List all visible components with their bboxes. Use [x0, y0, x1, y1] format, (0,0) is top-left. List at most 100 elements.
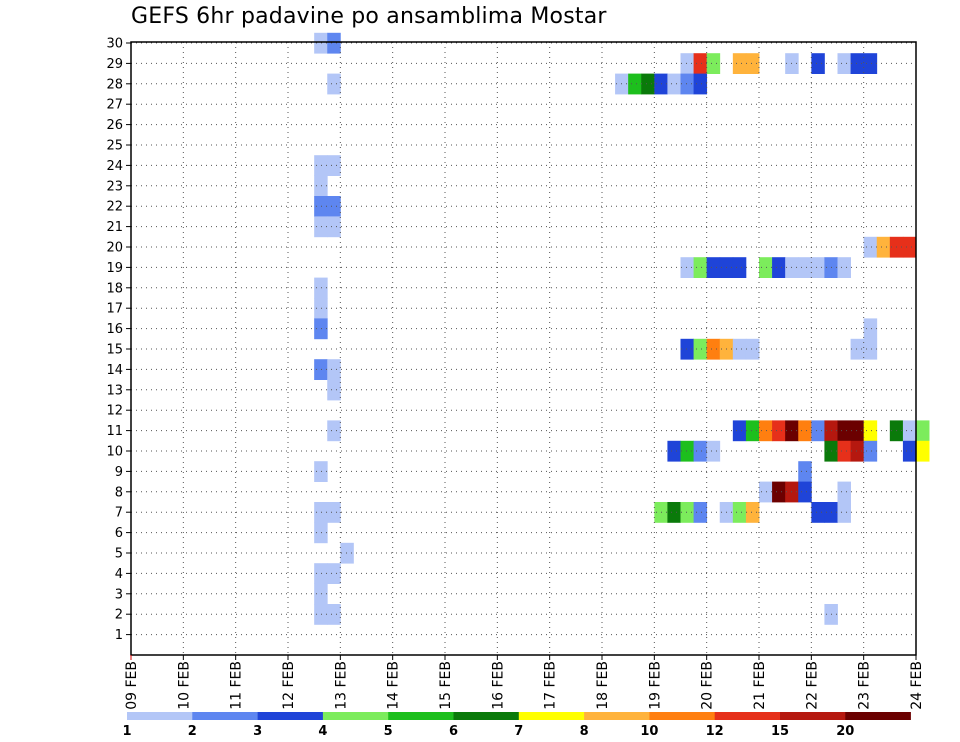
x-tick-label: 24 FEB: [909, 661, 925, 710]
heatmap-cell: [314, 196, 328, 217]
heatmap-cell: [732, 502, 747, 523]
x-tick-label: 16 FEB: [490, 661, 506, 710]
y-tick-label: 27: [106, 98, 123, 113]
heatmap-cell: [340, 542, 354, 564]
heatmap-cell: [798, 420, 812, 442]
grid-layer: [131, 42, 916, 655]
heatmap-cell: [837, 440, 851, 462]
cells-layer: [314, 32, 930, 625]
colorbar-label: 20: [836, 724, 854, 739]
y-tick-label: 2: [115, 608, 123, 623]
heatmap-cell: [902, 440, 917, 462]
y-tick-label: 26: [106, 118, 123, 133]
heatmap-cell: [863, 440, 878, 462]
colorbar-label: 7: [514, 724, 523, 739]
y-tick-label: 11: [106, 424, 123, 439]
heatmap-cell: [693, 73, 708, 95]
colorbar-label: 15: [771, 724, 789, 739]
y-tick-label: 9: [115, 465, 123, 480]
x-tick-label: 19 FEB: [647, 661, 663, 710]
heatmap-cell: [667, 73, 681, 95]
y-tick-label: 20: [106, 241, 123, 256]
y-tick-label: 25: [106, 139, 123, 154]
heatmap-cell: [327, 359, 341, 380]
y-tick-label: 23: [106, 179, 123, 194]
heatmap-cell: [745, 420, 760, 442]
y-tick-label: 18: [106, 281, 123, 296]
colorbar-swatch: [257, 712, 324, 720]
heatmap-cell: [837, 502, 851, 523]
heatmap-cell: [706, 338, 721, 360]
heatmap-cell: [876, 236, 891, 258]
y-tick-label: 22: [106, 200, 123, 215]
heatmap-cell: [863, 53, 878, 74]
colorbar-label: 5: [384, 724, 393, 739]
heatmap-cell: [772, 481, 786, 503]
heatmap-cell: [693, 53, 708, 74]
x-tick-label: 17 FEB: [543, 661, 559, 710]
heatmap-cell: [314, 175, 328, 197]
colorbar-swatch: [322, 712, 389, 720]
y-tick-label: 13: [106, 383, 123, 398]
heatmap-cell: [314, 155, 328, 176]
x-tick-label: 21 FEB: [752, 661, 768, 710]
colorbar: 1 2 3 4 5 6 7 8 10 12 15 20: [122, 712, 911, 739]
plot-frame: [130, 41, 917, 656]
y-tick-label: 24: [106, 159, 123, 174]
heatmap-cell: [327, 155, 341, 176]
heatmap-cell: [680, 338, 694, 360]
heatmap-cell: [745, 502, 760, 523]
heatmap-cell: [327, 196, 341, 217]
y-tick-label: 3: [115, 587, 123, 602]
colorbar-swatch: [845, 712, 911, 720]
y-tick-label: 28: [106, 77, 123, 92]
heatmap-cell: [314, 563, 328, 584]
heatmap-cell: [327, 73, 341, 95]
y-tick-label: 1: [115, 628, 123, 643]
heatmap-cell: [732, 338, 747, 360]
heatmap-cell: [759, 257, 773, 278]
heatmap-cell: [314, 461, 328, 482]
heatmap-cell: [327, 563, 341, 584]
heatmap-cell: [916, 440, 930, 462]
heatmap-cell: [837, 420, 851, 442]
heatmap-cell: [811, 420, 825, 442]
heatmap-cell: [850, 420, 865, 442]
x-tick-label: 23 FEB: [857, 661, 873, 710]
x-tick-label: 14 FEB: [386, 661, 402, 710]
heatmap-cell: [327, 379, 341, 401]
heatmap-cell: [314, 583, 328, 605]
heatmap-cell: [811, 502, 825, 523]
heatmap-cell: [314, 216, 328, 238]
x-tick-label: 20 FEB: [700, 661, 716, 710]
y-tick-label: 19: [106, 261, 123, 276]
y-tick-label: 15: [106, 343, 123, 358]
y-tick-label: 10: [106, 445, 123, 460]
y-tick-label: 30: [106, 37, 123, 52]
heatmap-cell: [745, 53, 760, 74]
heatmap-cell: [863, 318, 878, 340]
heatmap-cell: [916, 420, 930, 442]
heatmap-cell: [628, 73, 642, 95]
heatmap-cell: [667, 440, 681, 462]
colorbar-swatch: [584, 712, 650, 720]
heatmap-cell: [745, 338, 760, 360]
heatmap-cell: [641, 73, 655, 95]
colorbar-swatch: [649, 712, 715, 720]
heatmap-cell: [759, 420, 773, 442]
heatmap-cell: [314, 298, 328, 319]
heatmap-cell: [327, 502, 341, 523]
colorbar-label: 4: [318, 724, 327, 739]
y-tick-label: 17: [106, 302, 123, 317]
y-tick-label: 7: [115, 506, 123, 521]
heatmap-cell: [850, 53, 865, 74]
colorbar-label: 8: [580, 724, 589, 739]
heatmap-cell: [837, 481, 851, 503]
x-tick-label: 22 FEB: [804, 661, 820, 710]
heatmap-cell: [837, 53, 851, 74]
heatmap-cell: [706, 53, 721, 74]
y-tick-label: 6: [115, 526, 123, 541]
y-tick-label: 29: [106, 57, 123, 72]
y-tick-label: 21: [106, 220, 123, 235]
